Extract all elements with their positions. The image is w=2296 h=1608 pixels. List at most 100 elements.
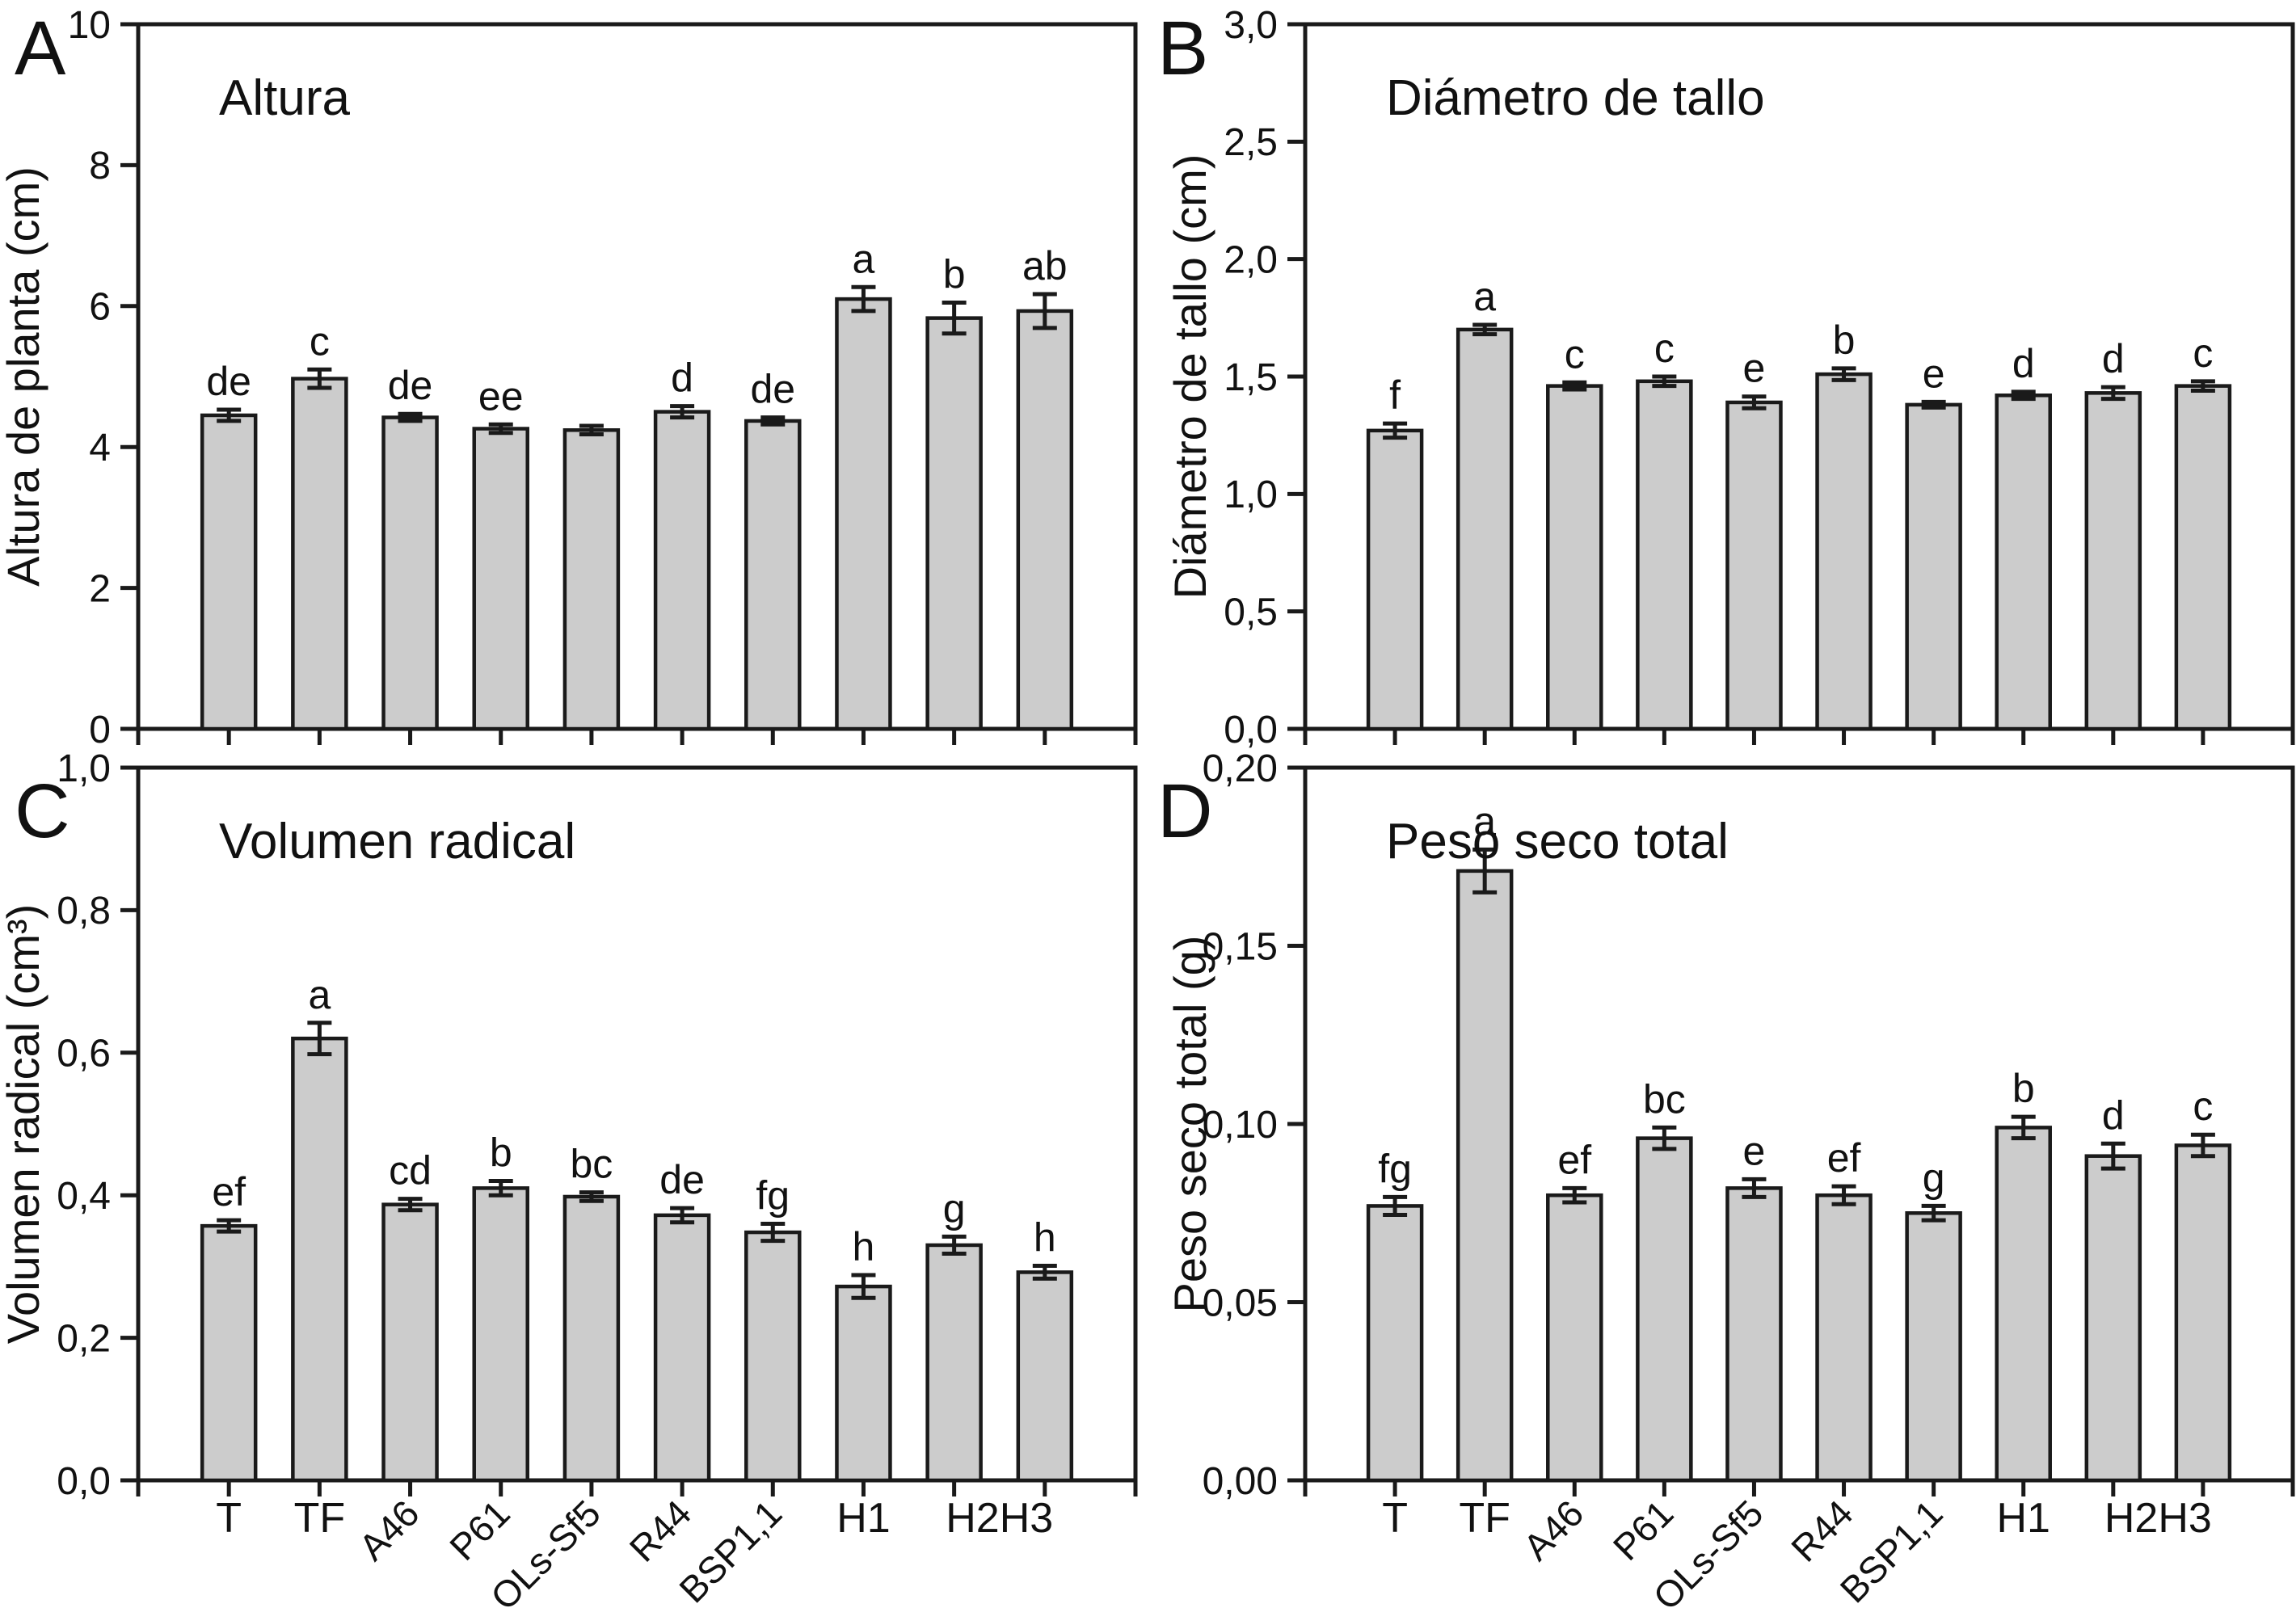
- y-tick-label: 0,6: [57, 1033, 111, 1076]
- bar: [1815, 372, 1873, 731]
- y-axis-title: Diámetro de tallo (cm): [1165, 154, 1215, 600]
- sig-letter-label: h: [1034, 1215, 1056, 1261]
- panel-letter: C: [15, 768, 70, 854]
- sig-letter-label: b: [1833, 318, 1856, 363]
- y-tick-label: 1,0: [57, 747, 111, 790]
- x-tick-label: P61: [1605, 1492, 1682, 1568]
- sig-letter-label: c: [1654, 326, 1675, 371]
- bar: [835, 1284, 892, 1483]
- x-tick-label: BSP1,1: [671, 1492, 790, 1608]
- bar: [291, 377, 348, 731]
- bar: [1905, 1211, 1962, 1483]
- bar: [1456, 327, 1514, 731]
- panel-title: Peso seco total: [1386, 814, 1729, 869]
- bar: [472, 1186, 529, 1483]
- sig-letter-label: f: [1389, 373, 1401, 418]
- bar: [1636, 1136, 1693, 1483]
- sig-letter-label: fg: [1378, 1146, 1412, 1191]
- y-tick-label: 2,5: [1224, 121, 1278, 164]
- bar: [1016, 309, 1074, 731]
- panel-B: 0,0 0,5 1,0 1,5 2,0 2,5 3,0 f a c c e b e d d c Diámetro …: [1157, 4, 2295, 751]
- y-tick-label: 0,00: [1203, 1460, 1278, 1503]
- x-tick-label: TF: [294, 1495, 346, 1542]
- bar: [472, 427, 529, 731]
- sig-letter-label: b: [2012, 1066, 2035, 1111]
- x-tick-label: T: [216, 1495, 242, 1542]
- panel-letter: B: [1157, 6, 1208, 91]
- bar: [1546, 1193, 1603, 1483]
- bar: [1366, 428, 1424, 731]
- sig-letter-label: cd: [389, 1148, 432, 1193]
- bar: [1456, 869, 1514, 1483]
- bar: [1995, 394, 2052, 731]
- plot-frame: [136, 22, 1138, 731]
- sig-letter-label: b: [490, 1130, 512, 1176]
- plot-frame: [136, 765, 1138, 1483]
- bar: [1546, 384, 1603, 731]
- x-tick-label: R44: [621, 1492, 699, 1569]
- x-tick-label: P61: [441, 1492, 518, 1568]
- sig-letter-label: a: [1473, 274, 1496, 319]
- sig-letter-label: ee: [478, 373, 524, 419]
- sig-letter-label: d: [2012, 341, 2035, 386]
- sig-letter-label: de: [750, 367, 795, 412]
- bar: [1725, 1186, 1783, 1483]
- panel-letter: A: [15, 6, 66, 91]
- y-tick-label: 0,10: [1203, 1104, 1278, 1147]
- sig-letter-label: ab: [1022, 243, 1068, 288]
- sig-letter-label: e: [1743, 346, 1766, 391]
- bar: [835, 297, 892, 731]
- y-tick-label: 0,8: [57, 890, 111, 932]
- y-tick-label: 0,2: [57, 1317, 111, 1360]
- sig-letter-label: d: [2102, 1092, 2125, 1138]
- sig-letter-label: d: [2102, 336, 2125, 381]
- y-tick-label: 10: [68, 4, 111, 47]
- panel-letter: D: [1157, 768, 1213, 854]
- sig-letter-label: de: [388, 363, 433, 408]
- panel-C: 0,0 0,2 0,4 0,6 0,8 1,0 ef a cd b bc de fg h g h T TF A46 P…: [0, 747, 1138, 1608]
- y-tick-label: 3,0: [1224, 4, 1278, 47]
- sig-letter-label: bc: [1643, 1076, 1686, 1122]
- sig-letter-label: a: [1473, 798, 1496, 844]
- bar: [381, 1202, 439, 1483]
- sig-letter-label: c: [310, 318, 330, 364]
- sig-letter-label: a: [853, 236, 875, 281]
- bar: [653, 1213, 711, 1483]
- sig-letter-label: de: [206, 359, 251, 404]
- sig-letter-label: a: [308, 972, 331, 1017]
- bar: [925, 316, 983, 731]
- sig-letter-label: c: [2193, 1084, 2213, 1129]
- panel-title: Diámetro de tallo: [1386, 70, 1765, 126]
- bar: [1995, 1126, 2052, 1483]
- plot-frame: [1303, 22, 2295, 731]
- y-tick-label: 8: [89, 145, 111, 187]
- sig-letter-label: h: [853, 1224, 875, 1269]
- x-tick-label: H2H3: [946, 1495, 1053, 1542]
- y-tick-label: 1,0: [1224, 474, 1278, 516]
- y-tick-label: 2,0: [1224, 238, 1278, 281]
- y-tick-label: 0,20: [1203, 747, 1278, 790]
- sig-letter-label: ef: [212, 1169, 246, 1214]
- x-tick-label: H1: [836, 1495, 890, 1542]
- sig-letter-label: bc: [571, 1142, 613, 1187]
- y-tick-label: 2: [89, 567, 111, 610]
- sig-letter-label: e: [1923, 351, 1945, 396]
- sig-letter-label: d: [671, 356, 693, 401]
- x-tick-label: H1: [1996, 1495, 2050, 1542]
- x-tick-label: T: [1382, 1495, 1408, 1542]
- x-tick-label: R44: [1783, 1492, 1860, 1569]
- bar: [562, 1194, 621, 1483]
- bar: [2174, 384, 2232, 731]
- y-axis-title: Peso seco total (g): [1165, 936, 1215, 1313]
- sig-letter-label: de: [659, 1157, 705, 1202]
- bar: [1725, 400, 1783, 731]
- bar: [2084, 1154, 2142, 1483]
- bar: [1016, 1270, 1074, 1483]
- panel-D: 0,00 0,05 0,10 0,15 0,20 fg a ef bc e ef g b d c T TF A46…: [1157, 747, 2295, 1608]
- plot-frame: [1303, 765, 2295, 1483]
- bar: [1366, 1204, 1424, 1483]
- bar: [381, 415, 439, 731]
- sig-letter-label: fg: [756, 1172, 790, 1218]
